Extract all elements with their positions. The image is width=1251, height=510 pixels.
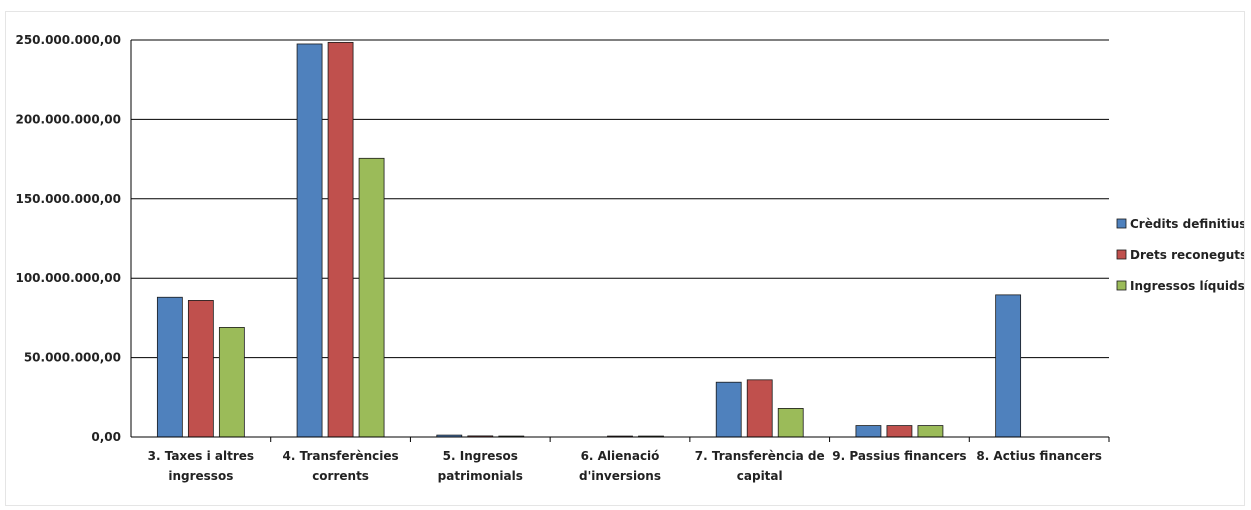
bar [218,327,245,438]
y-tick-label: 250.000.000,00 [15,33,121,47]
x-category-label: 3. Taxes i altres ingressos [148,449,254,483]
bar [156,296,183,438]
bar [715,381,742,438]
bar [327,41,354,438]
bar [886,425,913,438]
bar [777,408,804,438]
x-category-label: 6. Alienació d'inversions [579,449,661,483]
x-category-label: 8. Actius financers [976,449,1102,463]
legend-swatch [1116,280,1127,291]
bar [296,43,323,438]
legend-swatch [1116,218,1127,229]
bar [746,379,773,438]
bars [156,41,1022,438]
y-tick-label: 100.000.000,00 [15,271,121,285]
bar [995,294,1022,438]
y-tick-label: 0,00 [91,430,121,444]
y-tick-label: 200.000.000,00 [15,112,121,126]
x-axis: 3. Taxes i altres ingressos 4. Transferènc… [131,436,1110,483]
legend-label: Crèdits definitius [1130,217,1244,231]
bar [855,425,882,438]
chart-frame: 0,00 50.000.000,00 100.000.000,00 150.000.0… [5,11,1245,506]
bar [187,300,214,438]
x-category-label: 7. Transferència de capital [695,449,825,483]
x-category-label: 4. Transferències corrents [283,449,399,483]
y-axis: 0,00 50.000.000,00 100.000.000,00 150.000.0… [15,33,132,444]
legend-label: Drets reconeguts [1130,248,1244,262]
legend-swatch [1116,249,1127,260]
y-tick-label: 150.000.000,00 [15,192,121,206]
y-tick-label: 50.000.000,00 [24,351,121,365]
x-category-label: 5. Ingresos patrimonials [438,449,523,483]
bar-chart: 0,00 50.000.000,00 100.000.000,00 150.000.0… [15,33,1244,483]
bar [917,425,944,438]
legend-label: Ingressos líquids [1130,279,1244,293]
x-category-label: 9. Passius financers [832,449,966,463]
legend: Crèdits definitius Drets reconeguts Ingres… [1116,217,1244,293]
gridlines [131,39,1109,438]
bar [358,157,385,438]
